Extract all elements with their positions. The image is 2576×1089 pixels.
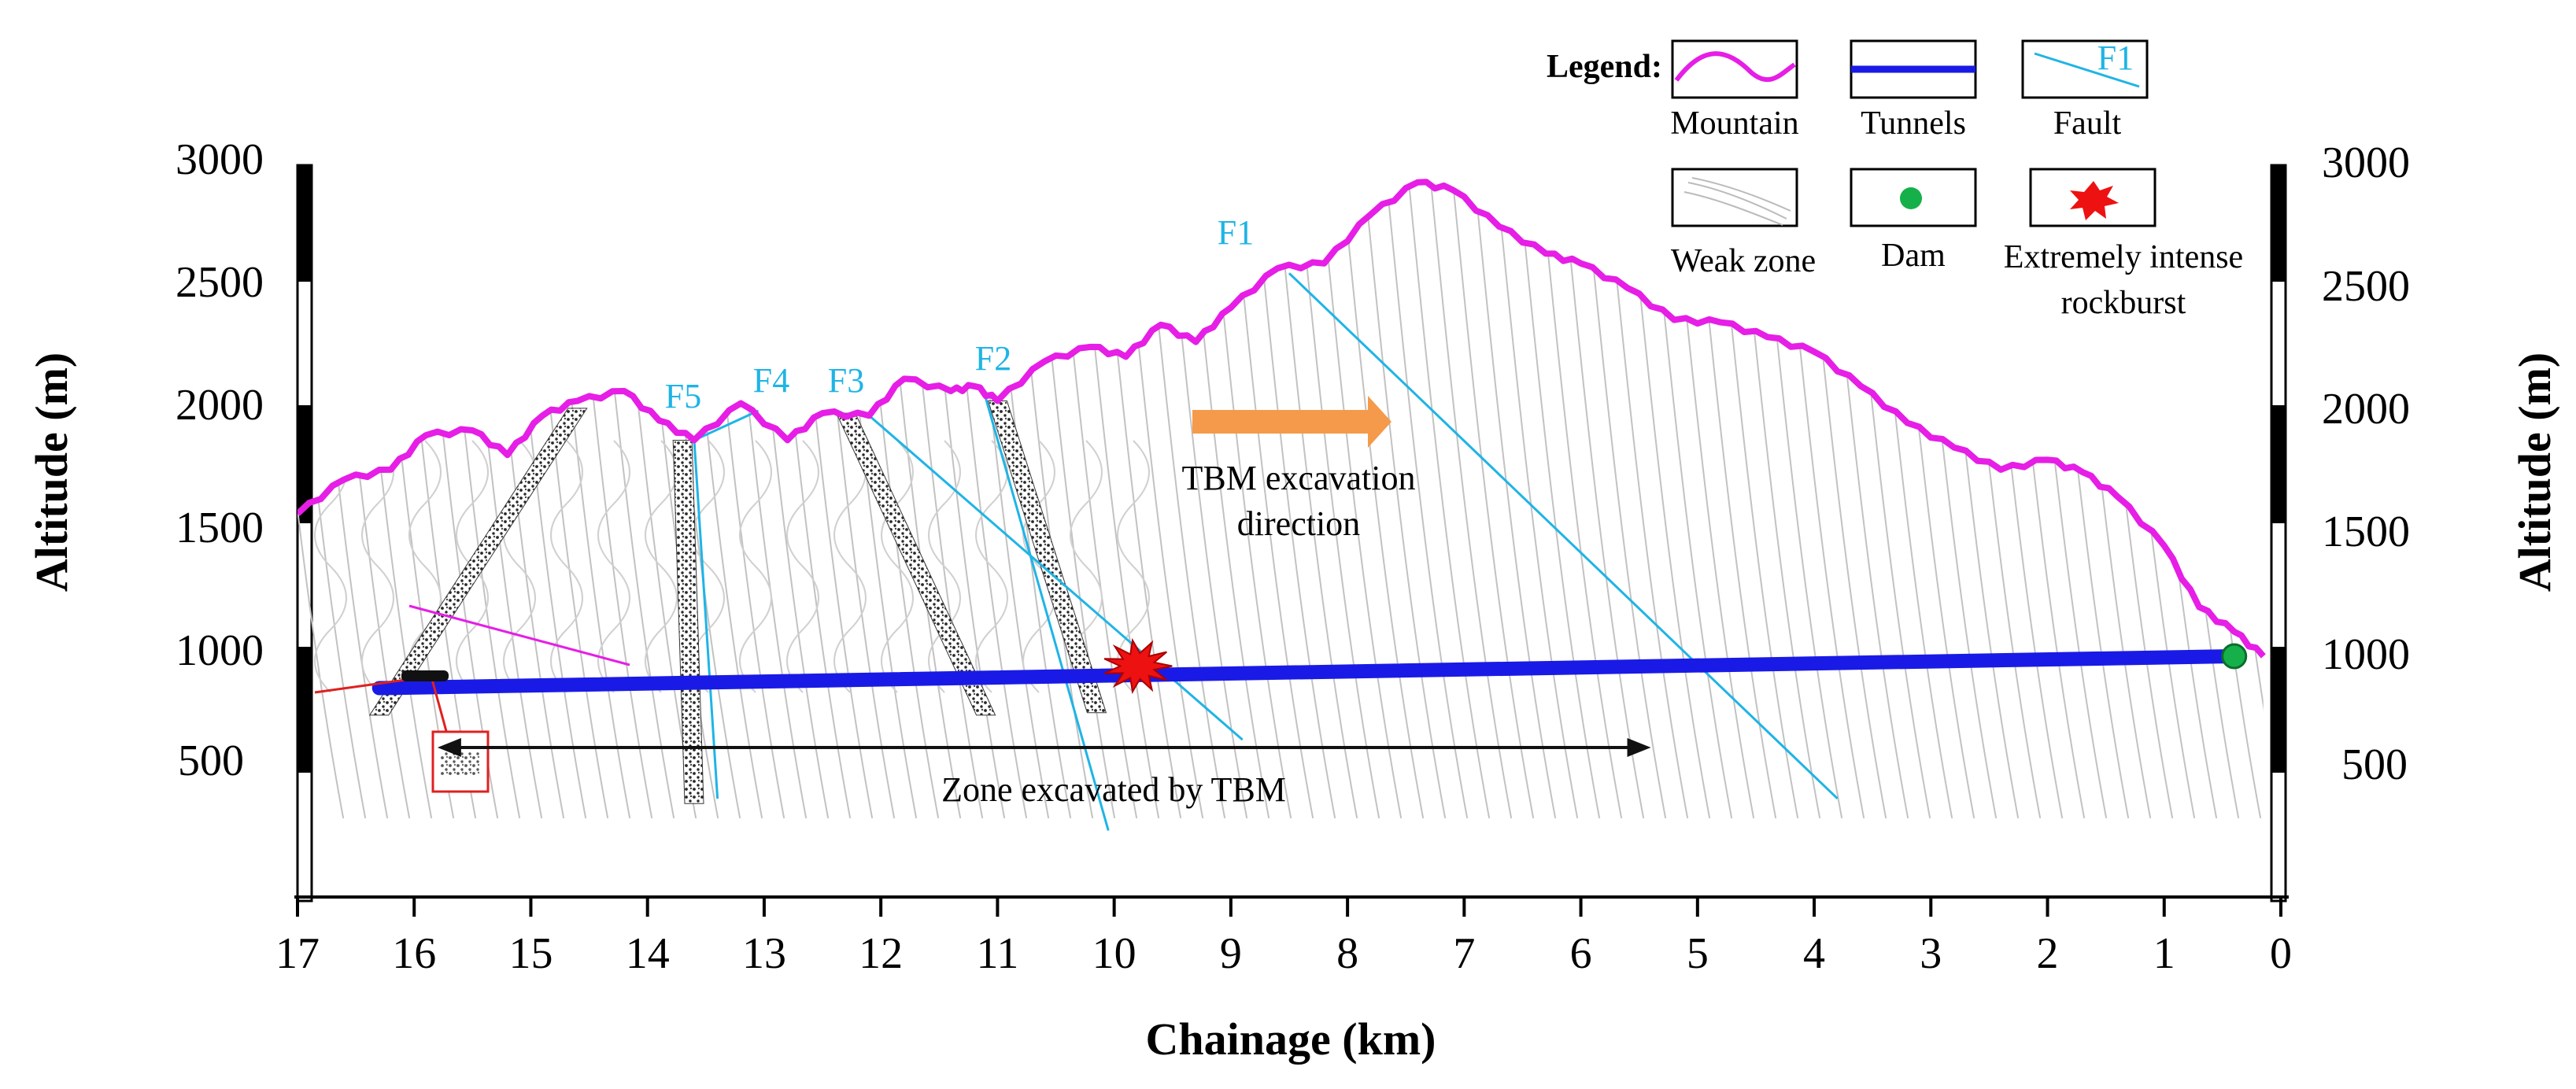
rockburst-marker	[1103, 637, 1173, 695]
legend-item-dam: Dam	[1850, 168, 1977, 274]
legend-item-fault: F1 Fault	[2021, 39, 2149, 142]
x-tick-label-3: 3	[1920, 929, 1942, 978]
legend: Legend: Mountain Tunnels F1 Fault Weak z…	[1547, 39, 2243, 321]
x-tick-label-8: 8	[1336, 929, 1358, 978]
faults	[693, 272, 1839, 831]
x-tick-label-7: 7	[1453, 929, 1475, 978]
right-y-ticks: 3000 2500 2000 1500 1000 500	[2322, 138, 2410, 789]
legend-label-fault: Fault	[2053, 105, 2122, 142]
x-tick-label-14: 14	[626, 929, 670, 978]
x-tick-label-0: 0	[2270, 929, 2292, 978]
excavation-direction-arrow	[1192, 396, 1391, 448]
x-tick-label-10: 10	[1092, 929, 1136, 978]
x-tick-label-15: 15	[508, 929, 553, 978]
y-tick-right-1000: 1000	[2322, 630, 2410, 679]
zone-label: Zone excavated by TBM	[941, 770, 1286, 809]
legend-item-weak-zone: Weak zone	[1671, 168, 1816, 279]
tunnel-line	[371, 649, 2242, 696]
legend-item-mountain: Mountain	[1670, 39, 1799, 142]
x-tick-label-6: 6	[1570, 929, 1592, 978]
fault-line-f4	[693, 409, 759, 441]
x-tick-label-2: 2	[2037, 929, 2059, 978]
legend-title: Legend:	[1547, 49, 1662, 85]
legend-label-mountain: Mountain	[1670, 105, 1798, 142]
mountain-profile-line	[298, 179, 2266, 659]
y-tick-right-500: 500	[2341, 740, 2408, 789]
fault-line-f5	[693, 440, 719, 799]
fault-label-f2: F2	[975, 339, 1011, 378]
y-tick-right-2000: 2000	[2322, 385, 2410, 434]
x-tick-label-17: 17	[275, 929, 320, 978]
x-tick-label-11: 11	[976, 929, 1018, 978]
legend-label-dam: Dam	[1881, 238, 1946, 274]
y-axis-title-right: Altitude (m)	[2509, 353, 2560, 592]
x-tick-label-9: 9	[1220, 929, 1242, 978]
x-axis-ticks: 17 16 15 14 13 12 11 10 9 8 7 6 5 4 3 2 1 0	[275, 897, 2292, 978]
fault-label-f4: F4	[753, 361, 789, 400]
y-tick-left-1000: 1000	[176, 626, 264, 675]
legend-label-rockburst-line1: Extremely intense	[2004, 239, 2243, 275]
fault-label-f3: F3	[828, 361, 864, 400]
right-axis-bar	[2270, 164, 2287, 903]
legend-label-weak-zone: Weak zone	[1671, 243, 1816, 279]
legend-fault-sample-label: F1	[2097, 39, 2134, 77]
y-tick-right-1500: 1500	[2322, 508, 2410, 556]
fault-label-f5: F5	[665, 377, 701, 415]
y-tick-right-2500: 2500	[2322, 262, 2410, 311]
x-tick-label-12: 12	[859, 929, 903, 978]
excavated-zone-arrow	[437, 738, 1651, 757]
legend-item-rockburst: Extremely intense rockburst	[2004, 168, 2243, 321]
y-tick-right-3000: 3000	[2322, 138, 2410, 187]
dam-marker	[2221, 643, 2248, 670]
fault-line-f1	[1288, 272, 1839, 800]
direction-label-line1: TBM excavation	[1182, 459, 1416, 497]
detail-marker	[314, 604, 630, 793]
x-tick-label-5: 5	[1687, 929, 1709, 978]
y-tick-left-2500: 2500	[176, 258, 264, 307]
y-tick-left-500: 500	[178, 736, 244, 785]
x-tick-label-1: 1	[2153, 929, 2175, 978]
y-tick-left-1500: 1500	[176, 504, 264, 552]
y-tick-left-2000: 2000	[176, 381, 264, 430]
fault-line-f3	[868, 415, 1244, 741]
fault-label-f1: F1	[1218, 213, 1254, 252]
x-axis-title: Chainage (km)	[1146, 1013, 1436, 1065]
fault-line-f2	[985, 397, 1110, 831]
y-axis-title-left: Altitude (m)	[26, 353, 77, 592]
direction-label-line2: direction	[1237, 504, 1360, 543]
legend-label-rockburst-line2: rockburst	[2061, 285, 2186, 321]
left-y-ticks: 3000 2500 2000 1500 1000 500	[176, 135, 264, 785]
x-tick-label-13: 13	[742, 929, 786, 978]
weak-zone-band-4	[987, 401, 1107, 714]
legend-label-tunnels: Tunnels	[1861, 105, 1966, 142]
left-axis-bar	[296, 164, 313, 903]
y-tick-left-3000: 3000	[176, 135, 264, 184]
x-tick-label-4: 4	[1803, 929, 1825, 978]
x-tick-label-16: 16	[392, 929, 436, 978]
legend-item-tunnels: Tunnels	[1850, 39, 1977, 142]
weak-zone-band-3	[835, 412, 996, 716]
